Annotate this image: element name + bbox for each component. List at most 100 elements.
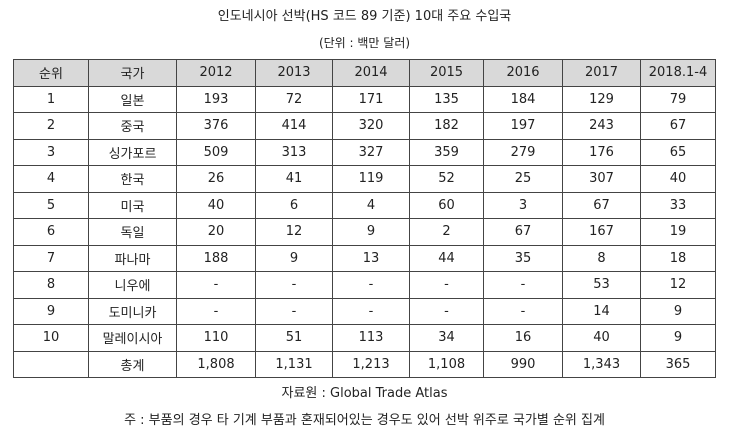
page-title: 인도네시아 선박(HS 코드 89 기준) 10대 주요 수입국	[217, 9, 512, 24]
value-cell: 41	[255, 165, 333, 193]
value-cell: 307	[562, 165, 641, 193]
table-row: 6 독일 20 12 9 2 67 167 19	[13, 218, 716, 246]
value-cell: -	[176, 271, 256, 299]
column-header: 2016	[483, 59, 563, 87]
value-cell: 167	[562, 218, 641, 246]
country-cell: 니우에	[88, 271, 177, 299]
value-cell: 12	[255, 218, 333, 246]
value-cell: 8	[562, 244, 641, 272]
value-cell: 20	[176, 218, 256, 246]
rank-cell: 5	[13, 191, 89, 219]
value-cell: 9	[640, 324, 716, 352]
value-cell: -	[176, 297, 256, 325]
value-cell: 110	[176, 324, 256, 352]
source-text: 자료원 : Global Trade Atlas	[281, 386, 448, 401]
column-header: 2015	[409, 59, 484, 87]
column-header: 국가	[88, 59, 177, 87]
value-cell: 40	[176, 191, 256, 219]
rank-cell: 6	[13, 218, 89, 246]
value-cell: -	[483, 297, 563, 325]
column-header: 2013	[255, 59, 333, 87]
value-cell: 188	[176, 244, 256, 272]
value-cell: -	[409, 271, 484, 299]
value-cell: 509	[176, 138, 256, 166]
value-cell: 193	[176, 85, 256, 113]
import-table: 순위 국가 2012 2013 2014 2015 2016 2017 2018.1-4 1 일본…	[13, 59, 716, 378]
country-cell: 일본	[88, 85, 177, 113]
note-text: 주 : 부품의 경우 타 기계 부품과 혼재되어있는 경우도 있어 선박 위주로…	[124, 413, 605, 428]
value-cell: 182	[409, 112, 484, 140]
value-cell: 67	[562, 191, 641, 219]
value-cell: 51	[255, 324, 333, 352]
value-cell: 72	[255, 85, 333, 113]
rank-cell	[13, 350, 89, 378]
value-cell: 320	[332, 112, 410, 140]
value-cell: 18	[640, 244, 716, 272]
rank-cell: 2	[13, 112, 89, 140]
value-cell: 135	[409, 85, 484, 113]
value-cell: 1,108	[409, 350, 484, 378]
value-cell: 2	[409, 218, 484, 246]
country-cell: 독일	[88, 218, 177, 246]
column-header: 순위	[13, 59, 89, 87]
value-cell: 35	[483, 244, 563, 272]
value-cell: 12	[640, 271, 716, 299]
value-cell: 327	[332, 138, 410, 166]
value-cell: 60	[409, 191, 484, 219]
table-header-row: 순위 국가 2012 2013 2014 2015 2016 2017 2018.1-4	[13, 59, 716, 87]
table-row: 10 말레이시아 110 51 113 34 16 40 9	[13, 324, 716, 352]
country-cell: 중국	[88, 112, 177, 140]
value-cell: 13	[332, 244, 410, 272]
country-cell: 미국	[88, 191, 177, 219]
value-cell: 33	[640, 191, 716, 219]
country-cell: 총계	[88, 350, 177, 378]
country-cell: 말레이시아	[88, 324, 177, 352]
value-cell: 313	[255, 138, 333, 166]
value-cell: 67	[483, 218, 563, 246]
value-cell: 176	[562, 138, 641, 166]
rank-cell: 10	[13, 324, 89, 352]
table-row: 1 일본 193 72 171 135 184 129 79	[13, 85, 716, 113]
table-row: 3 싱가포르 509 313 327 359 279 176 65	[13, 138, 716, 166]
country-cell: 싱가포르	[88, 138, 177, 166]
value-cell: 3	[483, 191, 563, 219]
value-cell: 119	[332, 165, 410, 193]
value-cell: 184	[483, 85, 563, 113]
rank-cell: 4	[13, 165, 89, 193]
value-cell: -	[332, 297, 410, 325]
table-row: 2 중국 376 414 320 182 197 243 67	[13, 112, 716, 140]
value-cell: 34	[409, 324, 484, 352]
value-cell: 19	[640, 218, 716, 246]
value-cell: 25	[483, 165, 563, 193]
value-cell: 14	[562, 297, 641, 325]
value-cell: 40	[562, 324, 641, 352]
value-cell: 44	[409, 244, 484, 272]
value-cell: 4	[332, 191, 410, 219]
unit-label: (단위 : 백만 달러)	[318, 36, 411, 50]
column-header: 2018.1-4	[640, 59, 716, 87]
table-row: 9 도미니카 - - - - -14 9	[13, 297, 716, 325]
value-cell: 9	[640, 297, 716, 325]
value-cell: 9	[255, 244, 333, 272]
value-cell: 171	[332, 85, 410, 113]
value-cell: 1,808	[176, 350, 256, 378]
rank-cell: 3	[13, 138, 89, 166]
rank-cell: 8	[13, 271, 89, 299]
total-row: 총계 1,808 1,131 1,213 1,108 990 1,343 365	[13, 350, 716, 378]
value-cell: -	[255, 297, 333, 325]
value-cell: 376	[176, 112, 256, 140]
value-cell: 1,131	[255, 350, 333, 378]
table-row: 5 미국 40 6 4 60 3 67 33	[13, 191, 716, 219]
country-cell: 도미니카	[88, 297, 177, 325]
value-cell: 129	[562, 85, 641, 113]
value-cell: 40	[640, 165, 716, 193]
value-cell: 52	[409, 165, 484, 193]
value-cell: 359	[409, 138, 484, 166]
country-cell: 한국	[88, 165, 177, 193]
rank-cell: 7	[13, 244, 89, 272]
value-cell: 67	[640, 112, 716, 140]
value-cell: 990	[483, 350, 563, 378]
value-cell: 279	[483, 138, 563, 166]
value-cell: -	[332, 271, 410, 299]
value-cell: -	[255, 271, 333, 299]
